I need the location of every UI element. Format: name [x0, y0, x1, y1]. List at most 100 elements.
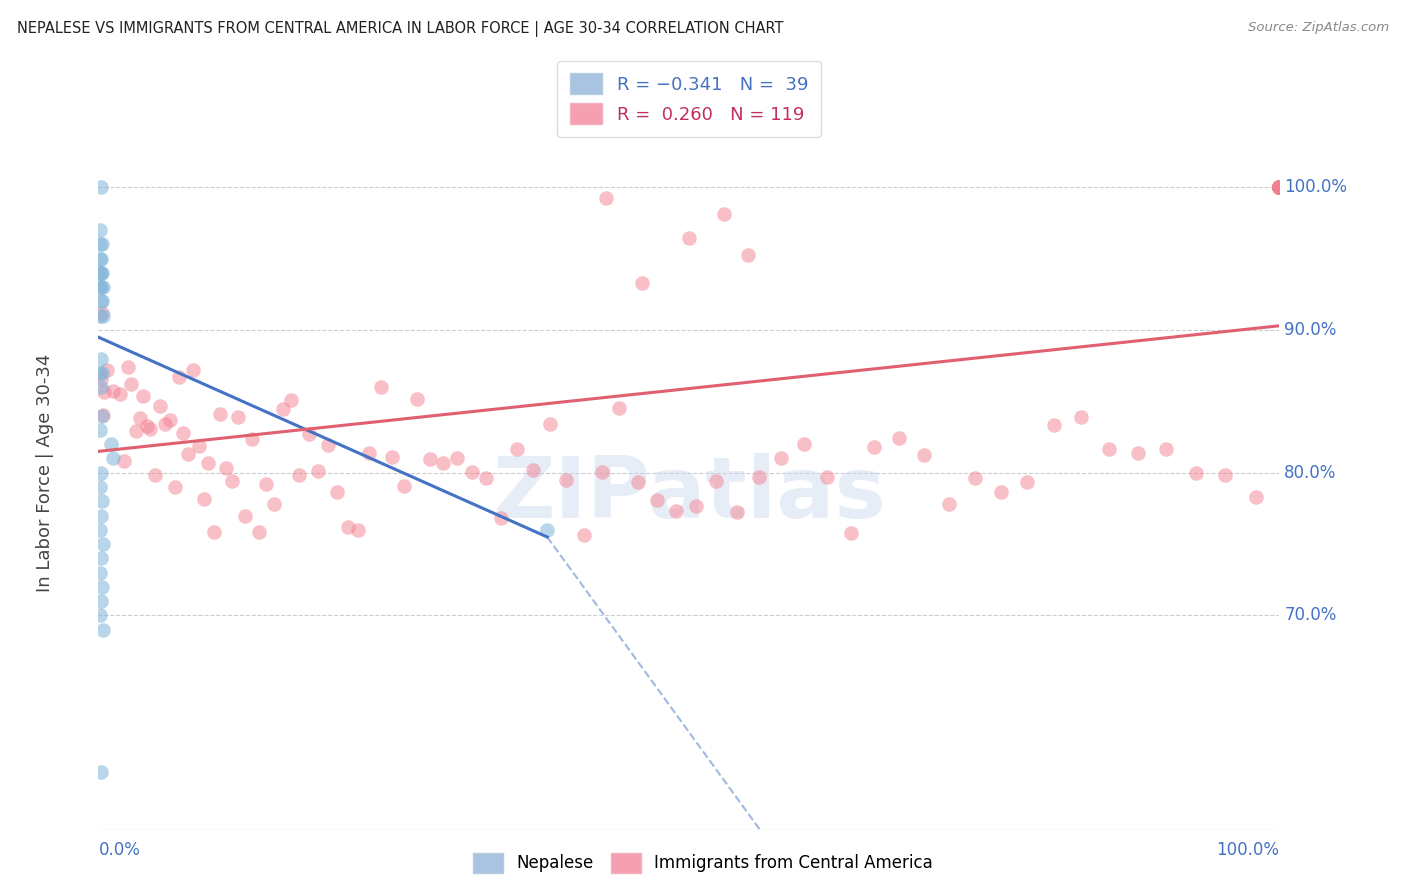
Point — [1213, 468, 1236, 483]
Point — [121, 377, 143, 392]
Point — [1126, 446, 1149, 460]
Point — [591, 465, 613, 479]
Point — [678, 230, 700, 244]
Point — [316, 438, 339, 452]
Text: ZIPatlas: ZIPatlas — [492, 452, 886, 536]
Point — [135, 419, 157, 434]
Text: 100.0%: 100.0% — [1284, 178, 1347, 196]
Point — [1268, 180, 1291, 194]
Point — [226, 410, 249, 425]
Point — [630, 276, 652, 290]
Point — [117, 359, 139, 374]
Point — [89, 523, 111, 537]
Point — [1268, 180, 1291, 194]
Point — [91, 309, 114, 323]
Point — [1015, 475, 1038, 489]
Point — [233, 508, 256, 523]
Text: 80.0%: 80.0% — [1284, 464, 1337, 482]
Point — [1268, 180, 1291, 194]
Point — [91, 409, 114, 423]
Text: Source: ZipAtlas.com: Source: ZipAtlas.com — [1249, 21, 1389, 34]
Point — [89, 266, 111, 280]
Point — [215, 460, 238, 475]
Point — [1268, 180, 1291, 194]
Point — [505, 442, 527, 457]
Point — [748, 470, 770, 484]
Point — [90, 180, 112, 194]
Point — [271, 402, 294, 417]
Point — [1268, 180, 1291, 194]
Point — [1268, 180, 1291, 194]
Point — [89, 366, 111, 380]
Point — [112, 454, 135, 468]
Point — [91, 280, 114, 294]
Point — [202, 524, 225, 539]
Point — [197, 456, 219, 470]
Point — [90, 551, 112, 566]
Point — [406, 392, 429, 406]
Point — [91, 294, 114, 309]
Point — [522, 463, 544, 477]
Legend: R = −0.341   N =  39, R =  0.260   N = 119: R = −0.341 N = 39, R = 0.260 N = 119 — [557, 61, 821, 136]
Point — [89, 423, 111, 437]
Point — [1268, 180, 1291, 194]
Point — [938, 497, 960, 511]
Point — [1268, 180, 1291, 194]
Text: NEPALESE VS IMMIGRANTS FROM CENTRAL AMERICA IN LABOR FORCE | AGE 30-34 CORRELATI: NEPALESE VS IMMIGRANTS FROM CENTRAL AMER… — [17, 21, 783, 37]
Point — [1268, 180, 1291, 194]
Point — [91, 580, 114, 594]
Point — [1268, 180, 1291, 194]
Point — [177, 447, 200, 461]
Point — [91, 266, 114, 280]
Point — [475, 471, 498, 485]
Point — [725, 505, 748, 519]
Point — [91, 366, 114, 380]
Text: In Labor Force | Age 30-34: In Labor Force | Age 30-34 — [37, 353, 55, 592]
Point — [627, 475, 650, 490]
Point — [839, 526, 862, 541]
Point — [90, 466, 112, 480]
Point — [221, 474, 243, 488]
Point — [1268, 180, 1291, 194]
Point — [792, 436, 814, 450]
Point — [90, 294, 112, 309]
Point — [963, 471, 986, 485]
Point — [91, 494, 114, 508]
Point — [307, 464, 329, 478]
Point — [159, 413, 181, 427]
Point — [645, 493, 668, 508]
Legend: Nepalese, Immigrants from Central America: Nepalese, Immigrants from Central Americ… — [467, 847, 939, 880]
Point — [153, 417, 176, 431]
Point — [419, 451, 441, 466]
Point — [1070, 409, 1092, 424]
Point — [394, 479, 416, 493]
Point — [128, 410, 150, 425]
Point — [1268, 180, 1291, 194]
Point — [288, 467, 311, 482]
Point — [91, 305, 114, 319]
Point — [89, 280, 111, 294]
Point — [209, 407, 232, 421]
Point — [89, 252, 111, 266]
Point — [595, 191, 617, 205]
Point — [263, 497, 285, 511]
Point — [1268, 180, 1291, 194]
Point — [889, 431, 911, 445]
Point — [90, 252, 112, 266]
Point — [1098, 442, 1121, 456]
Point — [90, 594, 112, 608]
Point — [247, 525, 270, 540]
Point — [990, 485, 1012, 500]
Point — [357, 446, 380, 460]
Point — [93, 385, 115, 400]
Point — [770, 451, 793, 466]
Point — [536, 523, 558, 537]
Point — [713, 207, 735, 221]
Point — [572, 528, 595, 542]
Point — [90, 266, 112, 280]
Point — [165, 480, 187, 494]
Point — [489, 511, 512, 525]
Point — [381, 450, 404, 465]
Text: 100.0%: 100.0% — [1216, 841, 1279, 859]
Point — [101, 384, 124, 399]
